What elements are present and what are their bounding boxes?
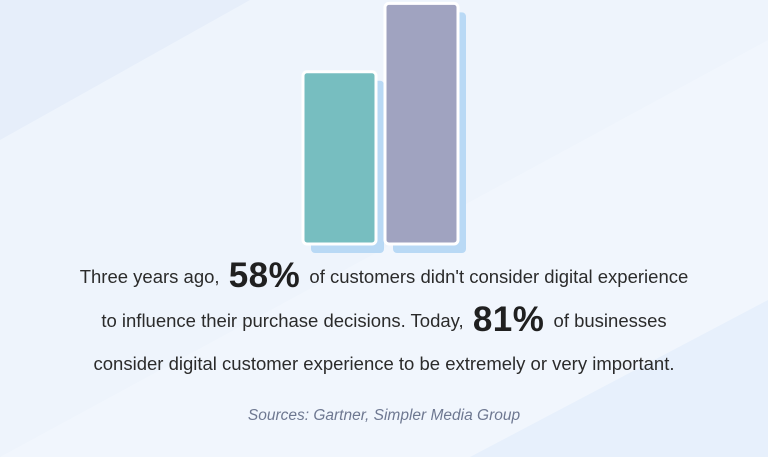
statement-line-2: to influence their purchase decisions. T… — [0, 298, 768, 342]
statement-text-3: to influence their purchase decisions. T… — [101, 310, 464, 331]
statement-text-1: Three years ago, — [79, 266, 220, 287]
stat-81-percent: 81% — [472, 300, 545, 339]
statistics-statement: Three years ago, 58% of customers didn't… — [0, 254, 768, 385]
bar-three-years-ago — [301, 70, 378, 246]
stat-58-percent: 58% — [228, 256, 301, 295]
statement-line-3: consider digital customer experience to … — [0, 342, 768, 385]
background-shape-bottom-right — [470, 300, 768, 457]
statement-text-4: of businesses — [553, 310, 667, 331]
background-shape-top-left — [0, 0, 250, 140]
bar-today — [383, 1, 460, 246]
statement-line-1: Three years ago, 58% of customers didn't… — [0, 254, 768, 298]
statement-text-5: consider digital customer experience to … — [93, 353, 675, 374]
statement-text-2: of customers didn't consider digital exp… — [309, 266, 689, 287]
sources-note: Sources: Gartner, Simpler Media Group — [247, 407, 521, 424]
